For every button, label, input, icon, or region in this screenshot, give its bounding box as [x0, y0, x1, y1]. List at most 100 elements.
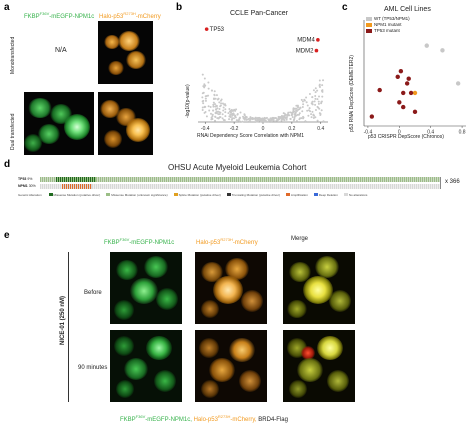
panel-b-cloud-point	[228, 118, 231, 121]
panel-d-title: OHSU Acute Myeloid Leukemia Cohort	[168, 163, 307, 172]
panel-b-cloud-point	[318, 79, 321, 82]
panel-b-cloud-point	[228, 110, 231, 113]
panel-c-point	[377, 87, 382, 93]
panel-b-cloud-point	[316, 105, 319, 108]
panel-b-cloud-point	[320, 89, 323, 92]
panel-d-multiplier: x 366	[445, 179, 460, 185]
panel-b-cloud-point	[204, 110, 207, 113]
panel-b-cloud-point	[287, 114, 290, 117]
panel-b-cloud-point	[214, 115, 217, 118]
panel-b-cloud-point	[316, 98, 319, 101]
panel-b-cloud-point	[310, 116, 313, 119]
panel-b-cloud-point	[246, 118, 249, 121]
panel-b-cloud-point	[218, 111, 221, 114]
panel-b-cloud-point	[264, 120, 267, 123]
micrograph-e-orange-before	[195, 252, 267, 324]
panel-b-cloud-point	[209, 112, 212, 115]
panel-b-cloud-point	[283, 119, 286, 122]
panel-b-cloud-point	[215, 104, 218, 107]
panel-b-cloud-point	[310, 102, 313, 105]
panel-c-scatter-plot: -0.4 0 0.4 0.8	[364, 20, 466, 134]
panel-b-cloud-point	[302, 103, 305, 106]
panel-b-highlight-point	[314, 48, 319, 53]
panel-b-volcano-plot: -0.4 -0.2 0 0.2 0.4 TP53 MDM4 MDM2	[198, 27, 328, 132]
panel-a-orange-label: Halo-p53R273H-mCherry	[99, 11, 161, 20]
panel-b-cloud-point	[221, 102, 224, 105]
panel-b-cloud-point	[228, 108, 231, 111]
panel-b-cloud-point	[204, 84, 207, 87]
panel-b-cloud-point	[318, 112, 321, 115]
panel-b-cloud-point	[222, 106, 225, 109]
panel-b-xtick-label: -0.4	[201, 126, 210, 132]
panel-b-cloud-point	[295, 107, 298, 110]
panel-b-cloud-point	[207, 87, 210, 90]
panel-b-cloud-point	[245, 116, 248, 119]
panel-c-ylabel: p53 RNAi DepScore (DEMETER2)	[349, 55, 355, 132]
micrograph-a-orange-mono	[98, 21, 153, 84]
panel-b-cloud-point	[314, 103, 317, 106]
panel-b-cloud-point	[227, 112, 230, 115]
panel-b-cloud-point	[217, 113, 220, 116]
panel-b-cloud-point	[317, 100, 320, 103]
panel-b-point-label: MDM2	[296, 48, 314, 54]
panel-b-cloud-point	[234, 114, 237, 117]
panel-b-cloud-point	[232, 113, 235, 116]
panel-b-cloud-point	[201, 106, 204, 109]
panel-d-legend-item: Missense Mutation (unknown significance)	[106, 193, 168, 197]
panel-b-cloud-point	[222, 109, 225, 112]
panel-b-cloud-point	[289, 111, 292, 114]
panel-b-cloud-point	[223, 119, 226, 122]
oncoprint-row-tp53: TP53 9%	[18, 177, 33, 181]
panel-b-cloud-point	[311, 110, 314, 113]
panel-a-row2-label: Dual transfected	[10, 113, 16, 150]
panel-b-cloud-point	[233, 117, 236, 120]
panel-b-cloud-point	[205, 115, 208, 118]
legend-label: NPM1 mutant	[374, 22, 402, 27]
panel-b-cloud-point	[209, 106, 212, 109]
panel-b-cloud-point	[224, 104, 227, 107]
legend-swatch	[285, 193, 290, 196]
panel-b-cloud-point	[320, 101, 323, 104]
panel-b-cloud-point	[238, 120, 241, 123]
panel-b-cloud-point	[264, 117, 267, 120]
panel-b-cloud-point	[215, 108, 218, 111]
panel-b-cloud-point	[201, 100, 204, 103]
panel-b-cloud-point	[308, 107, 311, 110]
panel-b-cloud-point	[293, 115, 296, 118]
panel-b-cloud-point	[322, 120, 325, 123]
panel-b-cloud-point	[308, 93, 311, 96]
panel-b-cloud-point	[210, 118, 213, 121]
micrograph-a-green-dual	[24, 92, 94, 155]
panel-b-cloud-point	[316, 119, 319, 122]
panel-b-cloud-point	[301, 100, 304, 103]
panel-b-cloud-point	[298, 108, 301, 111]
panel-b-cloud-point	[291, 116, 294, 119]
panel-b-cloud-point	[295, 119, 298, 122]
legend-label: Amplification	[290, 193, 308, 197]
panel-b-cloud-point	[275, 117, 278, 120]
panel-d-legend-item: Amplification	[285, 193, 308, 197]
panel-b-cloud-point	[214, 97, 217, 100]
panel-c-point	[395, 74, 400, 80]
panel-b-cloud-point	[201, 96, 204, 99]
panel-e-side-bracket	[68, 252, 69, 402]
micrograph-e-merge-90min	[283, 330, 355, 402]
panel-b-cloud-point	[314, 109, 317, 112]
panel-b-cloud-point	[293, 118, 296, 121]
panel-b-cloud-point	[304, 120, 307, 123]
panel-b-cloud-point	[208, 109, 211, 112]
panel-b-cloud-point	[285, 118, 288, 121]
legend-swatch	[343, 193, 348, 196]
panel-b-cloud-point	[299, 106, 302, 109]
panel-b-cloud-point	[214, 119, 217, 122]
legend-swatch	[366, 23, 372, 27]
panel-c-point	[412, 109, 418, 115]
panel-b-cloud-point	[289, 117, 292, 120]
legend-label: No alterations	[348, 193, 368, 197]
panel-b-cloud-point	[318, 95, 321, 98]
panel-b-cloud-point	[297, 106, 300, 109]
panel-b-cloud-point	[224, 108, 227, 111]
panel-b-cloud-point	[212, 105, 215, 108]
legend-label: Missense Mutation (putative driver)	[53, 193, 101, 197]
panel-b-cloud-point	[219, 104, 222, 107]
